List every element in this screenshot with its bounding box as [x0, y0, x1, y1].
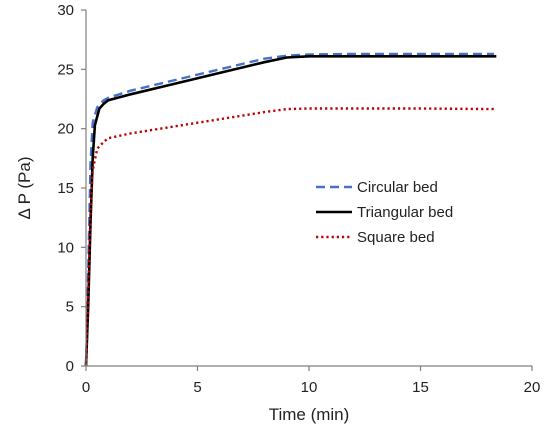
y-axis-title: Δ P (Pa) — [15, 156, 34, 219]
x-tick-label: 0 — [82, 379, 90, 396]
x-tick-label: 10 — [301, 379, 318, 396]
x-tick-label: 20 — [524, 379, 541, 396]
legend-label-triangular-bed: Triangular bed — [357, 204, 453, 221]
legend-label-square-bed: Square bed — [357, 229, 435, 246]
y-tick-label: 20 — [57, 121, 74, 138]
series-line-square-bed — [84, 107, 495, 367]
series-line-triangular-bed — [84, 54, 497, 367]
x-axis-title: Time (min) — [269, 405, 350, 424]
y-tick-label: 15 — [57, 180, 74, 197]
x-ticks: 0 5 10 15 20 — [82, 366, 541, 396]
legend-label-circular-bed: Circular bed — [357, 179, 438, 196]
y-tick-label: 25 — [57, 61, 74, 78]
y-ticks: 0 5 10 15 20 25 30 — [57, 2, 86, 375]
axes-layer — [85, 10, 532, 367]
x-tick-label: 5 — [193, 379, 201, 396]
series-layer — [84, 52, 497, 367]
legend: Circular bed Triangular bed Square bed — [316, 179, 453, 246]
x-tick-label: 15 — [412, 379, 429, 396]
y-tick-label: 0 — [66, 358, 74, 375]
y-tick-label: 5 — [66, 299, 74, 316]
y-tick-label: 30 — [57, 2, 74, 19]
y-tick-label: 10 — [57, 239, 74, 256]
